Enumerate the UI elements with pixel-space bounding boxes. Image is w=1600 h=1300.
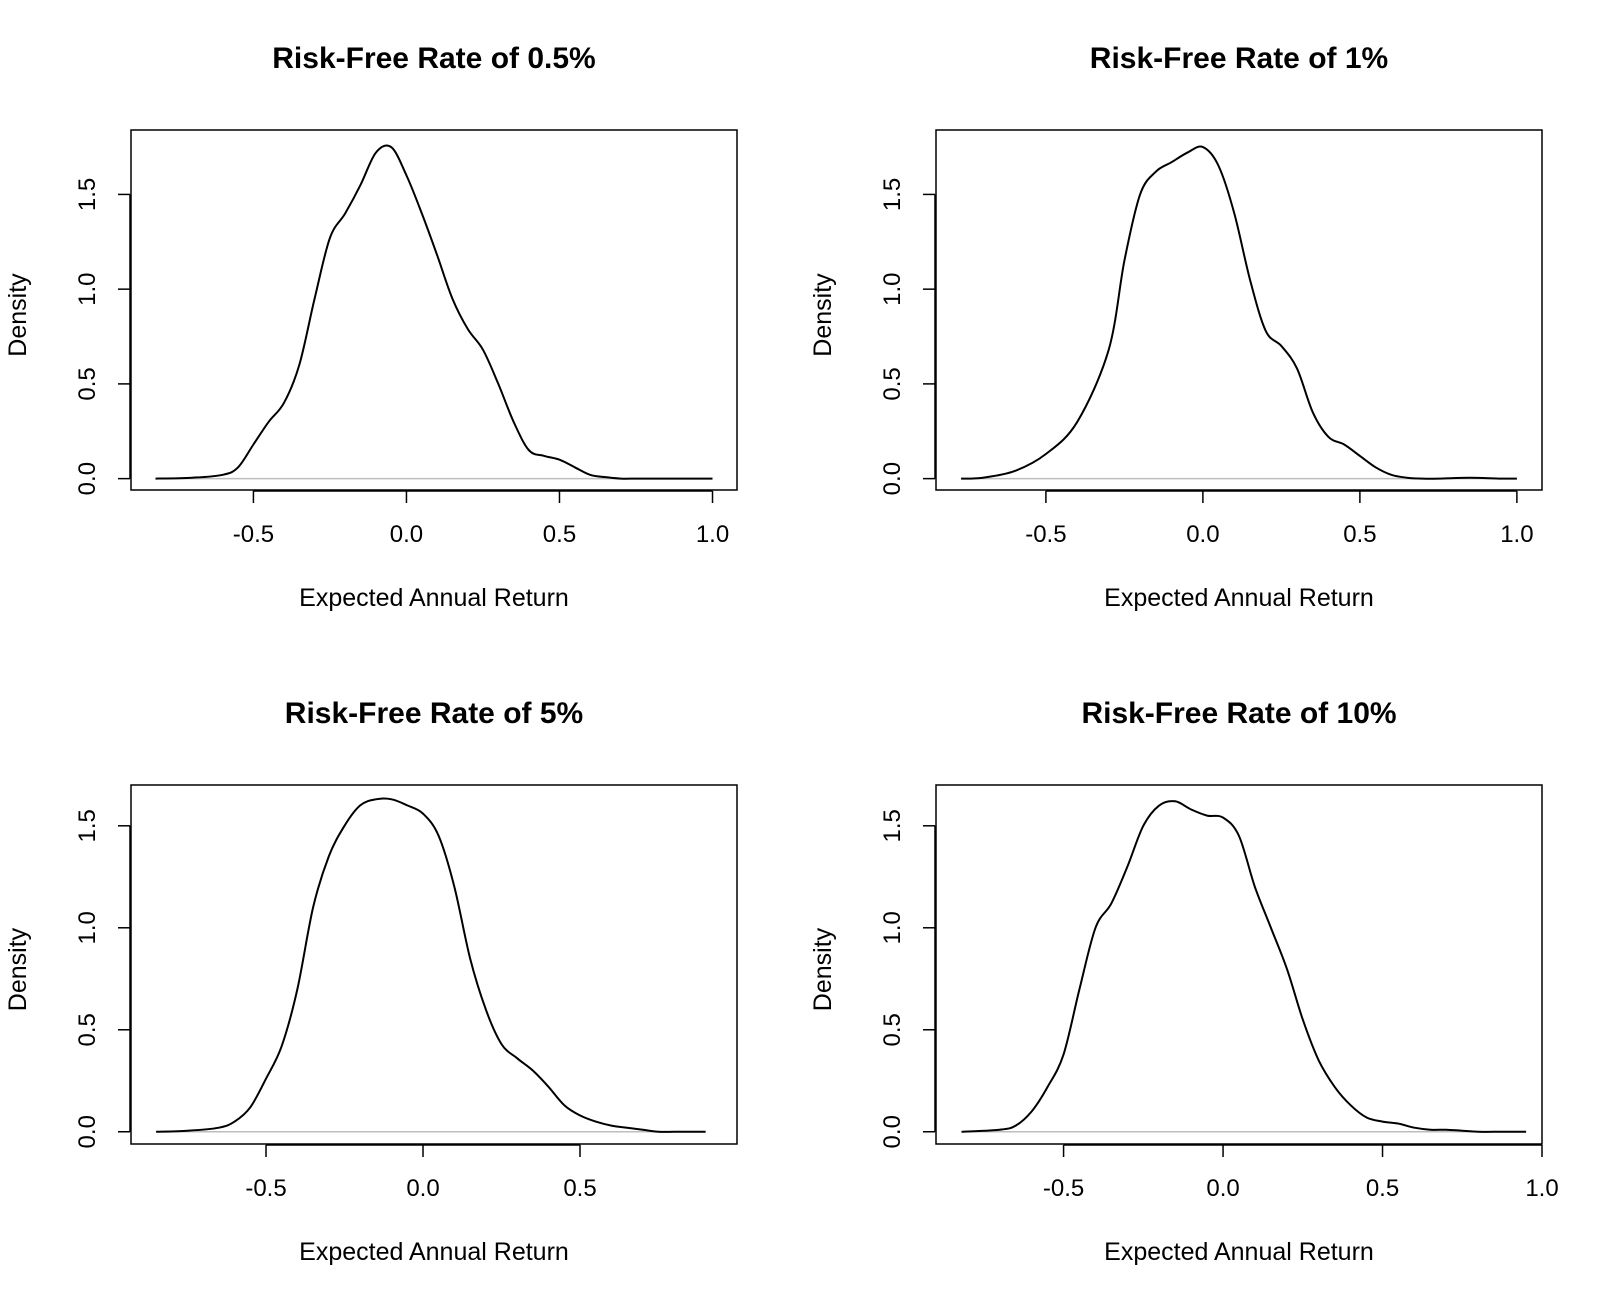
y-tick-label: 0.5 xyxy=(74,367,101,400)
plot-frame xyxy=(935,129,1543,491)
x-tick-label: 0.5 xyxy=(1343,521,1376,548)
x-tick-label: 0.0 xyxy=(390,521,423,548)
x-tick-label: 0.0 xyxy=(406,1175,439,1202)
y-tick-label: 0.5 xyxy=(879,367,906,400)
density-panel-3: Risk-Free Rate of 5% -0.5 0.0 0.5 Expected A… xyxy=(4,697,738,1266)
x-tick-label: 1.0 xyxy=(1500,521,1533,548)
y-axis-label: Density xyxy=(4,273,32,357)
density-curve xyxy=(156,797,706,1133)
x-tick-label: -0.5 xyxy=(233,521,274,548)
x-tick-label: 1.0 xyxy=(696,521,729,548)
x-tick-label: 1.0 xyxy=(1525,1175,1558,1202)
y-tick-label: 1.0 xyxy=(879,911,906,944)
y-tick-label: 0.0 xyxy=(879,462,906,495)
x-tick-label: 0.0 xyxy=(1206,1175,1239,1202)
y-axis-label: Density xyxy=(809,273,837,357)
chart-title: Risk-Free Rate of 10% xyxy=(1081,697,1396,730)
y-tick-label: 0.0 xyxy=(74,1115,101,1148)
y-tick-label: 1.5 xyxy=(879,809,906,842)
y-tick-label: 1.5 xyxy=(74,178,101,211)
chart-title: Risk-Free Rate of 5% xyxy=(285,697,583,730)
density-curve xyxy=(155,144,713,480)
plot-frame xyxy=(130,784,738,1145)
x-tick-label: -0.5 xyxy=(1025,521,1066,548)
x-tick-label: 0.5 xyxy=(1366,1175,1399,1202)
x-axis-label: Expected Annual Return xyxy=(299,1238,569,1266)
y-axis-label: Density xyxy=(4,927,32,1011)
density-panel-4: Risk-Free Rate of 10% -0.5 0.0 0.5 1.0 Expect… xyxy=(809,697,1559,1266)
x-axis-label: Expected Annual Return xyxy=(1104,1238,1374,1266)
y-tick-label: 0.5 xyxy=(74,1013,101,1046)
density-curve xyxy=(961,145,1517,480)
x-tick-label: -0.5 xyxy=(245,1175,286,1202)
y-tick-label: 1.5 xyxy=(879,178,906,211)
density-curve xyxy=(961,800,1527,1133)
y-tick-label: 1.0 xyxy=(74,272,101,305)
y-tick-label: 0.5 xyxy=(879,1013,906,1046)
plot-frame xyxy=(935,784,1543,1145)
x-tick-label: -0.5 xyxy=(1043,1175,1084,1202)
x-tick-label: 0.5 xyxy=(563,1175,596,1202)
x-axis-label: Expected Annual Return xyxy=(299,584,569,612)
x-axis-label: Expected Annual Return xyxy=(1104,584,1374,612)
density-panel-2: Risk-Free Rate of 1% -0.5 0.0 0.5 1.0 Expecte… xyxy=(809,42,1543,612)
y-tick-label: 1.0 xyxy=(879,272,906,305)
density-panel-1: Risk-Free Rate of 0.5% -0.5 0.0 0.5 1.0 Expec… xyxy=(4,42,738,612)
y-axis-label: Density xyxy=(809,927,837,1011)
y-tick-label: 0.0 xyxy=(74,462,101,495)
y-tick-label: 1.0 xyxy=(74,911,101,944)
plot-frame xyxy=(130,129,738,491)
chart-title: Risk-Free Rate of 1% xyxy=(1090,42,1388,75)
y-tick-label: 1.5 xyxy=(74,809,101,842)
y-tick-label: 0.0 xyxy=(879,1115,906,1148)
x-tick-label: 0.5 xyxy=(543,521,576,548)
chart-title: Risk-Free Rate of 0.5% xyxy=(272,42,595,75)
x-tick-label: 0.0 xyxy=(1186,521,1219,548)
